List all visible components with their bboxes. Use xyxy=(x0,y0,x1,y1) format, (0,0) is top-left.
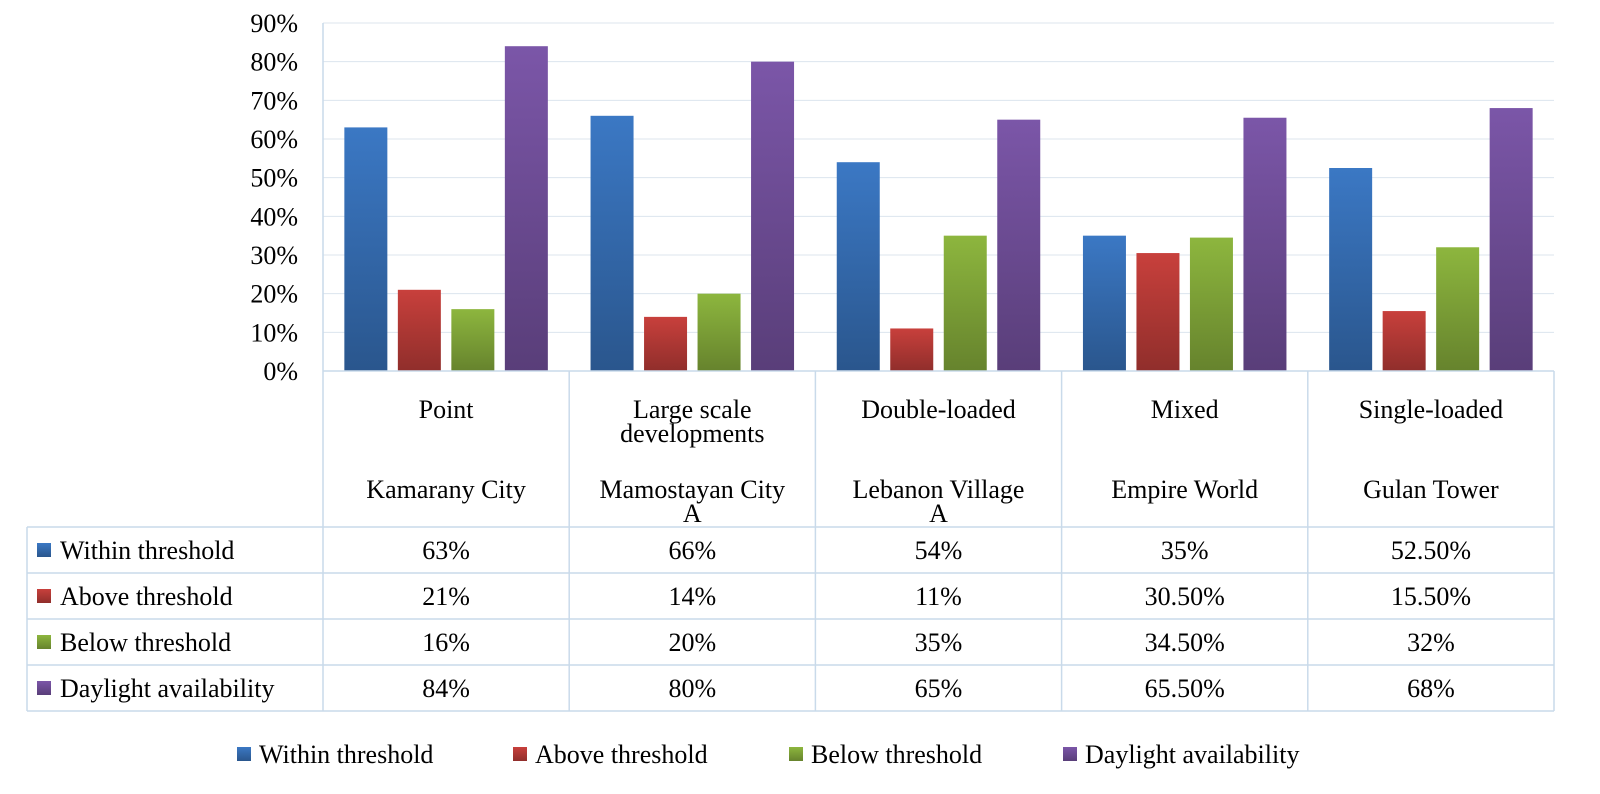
category-group-label: Point xyxy=(419,395,475,424)
bar xyxy=(1489,108,1533,372)
category-group-label: developments xyxy=(620,419,764,448)
bar xyxy=(943,235,987,371)
bar xyxy=(590,115,634,371)
legend-label: Above threshold xyxy=(535,740,708,769)
legend-label: Within threshold xyxy=(259,740,433,769)
table-cell-value: 32% xyxy=(1407,628,1455,657)
legend-label: Daylight availability xyxy=(1085,740,1299,769)
table-row-label: Below threshold xyxy=(60,628,231,657)
table-row-label: Within threshold xyxy=(60,536,234,565)
table-cell-value: 66% xyxy=(668,536,716,565)
table-cell-value: 30.50% xyxy=(1145,582,1225,611)
y-tick-label: 20% xyxy=(250,280,298,309)
table-cell-value: 84% xyxy=(422,674,470,703)
table-cell-value: 11% xyxy=(915,582,962,611)
table-legend-key xyxy=(37,543,51,557)
table-row-label: Daylight availability xyxy=(60,674,274,703)
y-tick-label: 40% xyxy=(250,202,298,231)
table-cell-value: 65.50% xyxy=(1145,674,1225,703)
table-cell-value: 20% xyxy=(668,628,716,657)
bar xyxy=(1382,311,1426,371)
y-tick-label: 60% xyxy=(250,125,298,154)
y-tick-label: 90% xyxy=(250,9,298,38)
table-cell-value: 35% xyxy=(1161,536,1209,565)
table-cell-value: 80% xyxy=(668,674,716,703)
category-group-label: Double-loaded xyxy=(861,395,1016,424)
y-tick-label: 30% xyxy=(250,241,298,270)
category-group-label: Single-loaded xyxy=(1359,395,1503,424)
legend-key xyxy=(1063,747,1077,761)
table-cell-value: 14% xyxy=(668,582,716,611)
bar xyxy=(504,46,548,371)
bar xyxy=(1082,235,1126,371)
table-cell-value: 34.50% xyxy=(1145,628,1225,657)
bar xyxy=(1189,237,1233,371)
table-row-label: Above threshold xyxy=(60,582,233,611)
bar xyxy=(644,316,688,371)
category-group-label: Large scale xyxy=(633,395,752,424)
category-name-label: Lebanon Village xyxy=(853,475,1025,504)
legend-key xyxy=(237,747,251,761)
bar xyxy=(997,119,1041,372)
legend-key xyxy=(789,747,803,761)
bar xyxy=(697,293,741,371)
legend: Within threshold Above threshold Below thr… xyxy=(237,740,1299,769)
table-cell-value: 15.50% xyxy=(1391,582,1471,611)
bar xyxy=(397,289,441,371)
table-legend-key xyxy=(37,589,51,603)
bar xyxy=(1329,168,1373,371)
bar xyxy=(836,162,880,371)
y-tick-label: 80% xyxy=(250,48,298,77)
bar xyxy=(451,309,495,371)
table-cell-value: 68% xyxy=(1407,674,1455,703)
bar xyxy=(1136,253,1180,371)
y-tick-label: 0% xyxy=(263,357,298,386)
category-name-label: Gulan Tower xyxy=(1363,475,1499,504)
table-cell-value: 54% xyxy=(915,536,963,565)
y-tick-label: 50% xyxy=(250,164,298,193)
table-legend-key xyxy=(37,635,51,649)
category-name-label: Mamostayan City xyxy=(600,475,786,504)
table-cell-value: 21% xyxy=(422,582,470,611)
legend-key xyxy=(513,747,527,761)
bars xyxy=(344,46,1533,372)
table-legend-key xyxy=(37,681,51,695)
table-cell-value: 16% xyxy=(422,628,470,657)
table-cell-value: 52.50% xyxy=(1391,536,1471,565)
category-name-label: A xyxy=(929,499,948,528)
category-name-label: Empire World xyxy=(1111,475,1258,504)
category-group-label: Mixed xyxy=(1151,395,1219,424)
data-table: Point Kamarany City Large scaledevelopment… xyxy=(26,371,1555,712)
bar xyxy=(1243,117,1287,371)
y-tick-label: 70% xyxy=(250,86,298,115)
y-axis: 0% 10% 20% 30% 40% 50% 60% 70% 80% 90% xyxy=(250,9,1554,386)
table-cell-value: 65% xyxy=(915,674,963,703)
table-cell-value: 35% xyxy=(915,628,963,657)
bar xyxy=(344,127,388,372)
category-name-label: A xyxy=(683,499,702,528)
y-tick-label: 10% xyxy=(250,318,298,347)
bar xyxy=(890,328,934,371)
table-cell-value: 63% xyxy=(422,536,470,565)
bar xyxy=(1436,247,1480,371)
legend-label: Below threshold xyxy=(811,740,982,769)
bar xyxy=(751,61,795,372)
category-name-label: Kamarany City xyxy=(366,475,526,504)
